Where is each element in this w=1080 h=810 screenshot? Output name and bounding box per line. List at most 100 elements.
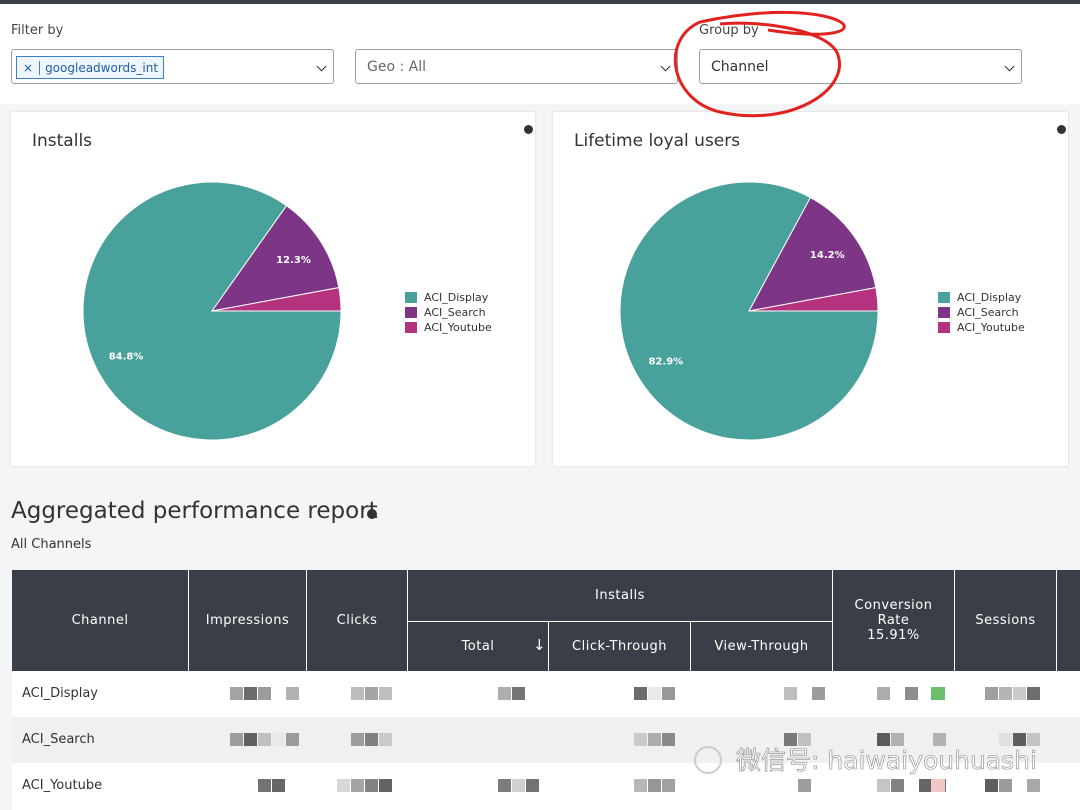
blurred-cell (985, 687, 998, 700)
table-header (12, 570, 1080, 671)
blurred-cell (286, 733, 299, 746)
blurred-cell (877, 733, 890, 746)
slice-label: 14.2% (810, 250, 845, 261)
blurred-cell (512, 779, 525, 792)
blurred-cell (798, 733, 811, 746)
column-header: Channel (71, 613, 129, 628)
info-icon[interactable] (524, 125, 533, 134)
blurred-cell (999, 687, 1012, 700)
pie-slice (748, 287, 879, 312)
blurred-cell (258, 733, 271, 746)
info-icon[interactable] (367, 509, 377, 519)
blurred-cell (1027, 733, 1040, 746)
group-label: Group by (699, 23, 759, 38)
blurred-cell (985, 779, 998, 792)
header-value: 15.91% (867, 628, 920, 643)
legend-label: ACI_Youtube (424, 321, 492, 334)
filter-chip[interactable]: × googleadwords_int (16, 56, 165, 79)
info-icon[interactable] (1057, 125, 1066, 134)
blurred-cell (272, 733, 285, 746)
row-label: ACI_Youtube (22, 778, 103, 793)
header-text: Conversion Rate (854, 598, 933, 628)
blurred-cell (498, 779, 511, 792)
pie-slice (210, 204, 340, 312)
blurred-cell (1013, 687, 1026, 700)
blurred-cell (999, 733, 1012, 746)
blurred-cell (784, 687, 797, 700)
blurred-cell (365, 687, 378, 700)
slice-label: 12.3% (276, 255, 311, 266)
row-label: ACI_Search (22, 732, 95, 747)
blurred-cell (931, 687, 945, 700)
legend-swatch (938, 307, 950, 318)
group-select[interactable]: Channel (699, 49, 1022, 84)
watermark: 微信号: haiwaiyouhuashi (736, 746, 1037, 775)
blurred-cell (648, 779, 661, 792)
legend-swatch (938, 292, 950, 303)
slice-label: 84.8% (109, 351, 144, 362)
blurred-cell (877, 687, 890, 700)
blurred-cell (286, 687, 299, 700)
geo-text: Geo : All (367, 59, 427, 75)
blurred-cell (891, 733, 904, 746)
row-label: ACI_Display (22, 686, 98, 701)
blurred-cell (244, 733, 257, 746)
legend-label: ACI_Search (424, 306, 486, 319)
column-header: Sessions (954, 570, 1056, 671)
pie-slice (211, 287, 342, 312)
blurred-cell (365, 733, 378, 746)
blurred-cell (230, 687, 243, 700)
blurred-cell (351, 733, 364, 746)
filter-select[interactable]: × googleadwords_int (11, 49, 334, 84)
group-text: Channel (711, 59, 769, 75)
column-header: View-Through (690, 621, 832, 671)
blurred-cell (933, 733, 946, 746)
geo-select[interactable]: Geo : All (355, 49, 678, 84)
column-header: Total (407, 621, 548, 671)
pie-slice (748, 196, 877, 312)
blurred-cell (798, 779, 811, 792)
blurred-cell (662, 687, 675, 700)
watermark-icon (694, 746, 722, 774)
blurred-cell (1013, 733, 1026, 746)
blurred-cell (230, 733, 243, 746)
blurred-cell (784, 733, 797, 746)
legend-swatch (405, 307, 417, 318)
blurred-cell (258, 687, 271, 700)
chart-title: Installs (32, 131, 93, 151)
chart-title: Lifetime loyal users (574, 131, 741, 151)
legend-swatch (405, 292, 417, 303)
sort-arrow[interactable]: ↓ (533, 636, 546, 654)
filter-label: Filter by (11, 23, 64, 38)
blurred-cell (999, 779, 1012, 792)
blurred-cell (634, 687, 647, 700)
blurred-cell (244, 687, 257, 700)
column-header (1056, 570, 1080, 671)
column-header: Click-Through (548, 621, 690, 671)
report-subtitle: All Channels (11, 537, 92, 552)
blurred-cell (258, 779, 271, 792)
blurred-cell (648, 687, 661, 700)
top-bar (0, 0, 1080, 4)
blurred-cell (1027, 687, 1040, 700)
blurred-cell (337, 779, 350, 792)
blurred-cell (905, 687, 918, 700)
blurred-cell (365, 779, 378, 792)
blurred-cell (931, 779, 945, 792)
report-title: Aggregated performance report (11, 498, 378, 524)
blurred-cell (812, 687, 825, 700)
legend-swatch (405, 322, 417, 333)
blurred-cell (351, 779, 364, 792)
blurred-cell (272, 779, 285, 792)
blurred-cell (379, 687, 392, 700)
column-header: Clicks (306, 570, 407, 671)
blurred-cell (877, 779, 890, 792)
column-header: Conversion Rate 15.91% (832, 570, 954, 671)
blurred-cell (351, 687, 364, 700)
slice-label: 82.9% (649, 357, 684, 368)
column-header: Impressions (188, 570, 306, 671)
column-header: Installs (407, 570, 832, 621)
blurred-cell (379, 733, 392, 746)
blurred-cell (1027, 779, 1040, 792)
